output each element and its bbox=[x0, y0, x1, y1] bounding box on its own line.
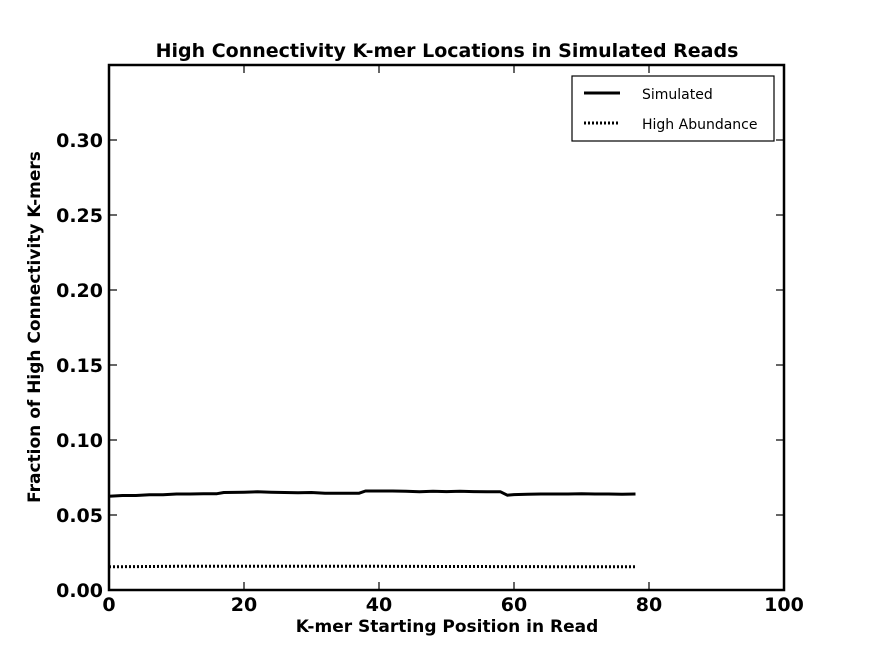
x-tick-label: 80 bbox=[636, 594, 662, 616]
y-tick-label: 0.30 bbox=[56, 130, 103, 152]
y-tick-label: 0.25 bbox=[56, 205, 103, 227]
y-tick-label: 0.10 bbox=[56, 430, 103, 452]
y-axis-ticks: 0.00 0.05 0.10 0.15 0.20 0.25 0.30 bbox=[56, 130, 784, 602]
x-tick-label: 20 bbox=[231, 594, 257, 616]
y-tick-label: 0.05 bbox=[56, 505, 103, 527]
y-tick-label: 0.20 bbox=[56, 280, 103, 302]
series-line-simulated bbox=[108, 489, 636, 498]
x-tick-label: 60 bbox=[501, 594, 527, 616]
x-tick-label: 40 bbox=[366, 594, 392, 616]
legend: Simulated High Abundance bbox=[571, 75, 775, 142]
chart-title: High Connectivity K-mer Locations in Sim… bbox=[156, 40, 739, 62]
legend-label-high-abundance: High Abundance bbox=[642, 117, 758, 133]
series-layer bbox=[108, 489, 636, 569]
x-tick-label: 100 bbox=[764, 594, 804, 616]
x-axis-ticks: 0 20 40 60 80 100 bbox=[102, 65, 804, 616]
y-axis-label: Fraction of High Connectivity K-mers bbox=[25, 151, 45, 503]
plot-frame bbox=[107, 63, 786, 592]
legend-box bbox=[571, 75, 775, 142]
plot-area: 0 20 40 60 80 100 0.00 0.05 0.10 0.15 0.20 0.25 0.3… bbox=[56, 63, 804, 616]
x-tick-label: 0 bbox=[102, 594, 115, 616]
y-tick-label: 0.00 bbox=[56, 580, 103, 602]
y-tick-label: 0.15 bbox=[56, 355, 103, 377]
series-line-high-abundance bbox=[108, 564, 636, 569]
x-axis-label: K-mer Starting Position in Read bbox=[296, 617, 599, 637]
legend-label-simulated: Simulated bbox=[642, 87, 713, 103]
